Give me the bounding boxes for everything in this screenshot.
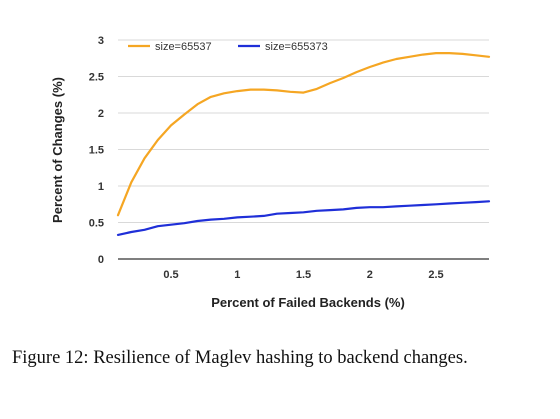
grid-lines <box>118 39 489 260</box>
series-lines <box>116 51 491 236</box>
figure-caption: Figure 12: Resilience of Maglev hashing … <box>12 348 468 368</box>
chart: 00.511.522.53 0.5 1 1.5 2 2.5 size=65537 size… <box>50 35 491 310</box>
y-tick-label: 3 <box>98 35 104 47</box>
y-tick-label: 1.5 <box>89 145 104 157</box>
series-line-1 <box>116 51 491 217</box>
x-tick-label: 1.5 <box>296 269 311 281</box>
y-tick-label: 0 <box>98 254 104 266</box>
y-tick-labels: 0 0.5 1 1.5 2 2.5 3 <box>89 35 104 266</box>
x-axis-title: Percent of Failed Backends (%) <box>211 295 405 310</box>
x-tick-label: 2 <box>367 269 373 281</box>
legend: size=65537 size=655373 <box>128 41 328 53</box>
x-tick-label: 2.5 <box>428 269 443 281</box>
x-tick-labels: 0.5 1 1.5 2 2.5 <box>163 269 443 281</box>
y-tick-label: 1 <box>98 181 104 193</box>
legend-label: size=65537 <box>155 41 212 53</box>
y-tick-label: 2.5 <box>89 72 104 84</box>
x-tick-label: 0.5 <box>163 269 178 281</box>
x-tick-label: 1 <box>234 269 240 281</box>
series-line-2 <box>116 200 491 236</box>
y-tick-label: 0.5 <box>89 218 104 230</box>
y-axis-title: Percent of Changes (%) <box>50 77 65 223</box>
y-tick-label: 2 <box>98 108 104 120</box>
legend-label: size=655373 <box>265 41 328 53</box>
